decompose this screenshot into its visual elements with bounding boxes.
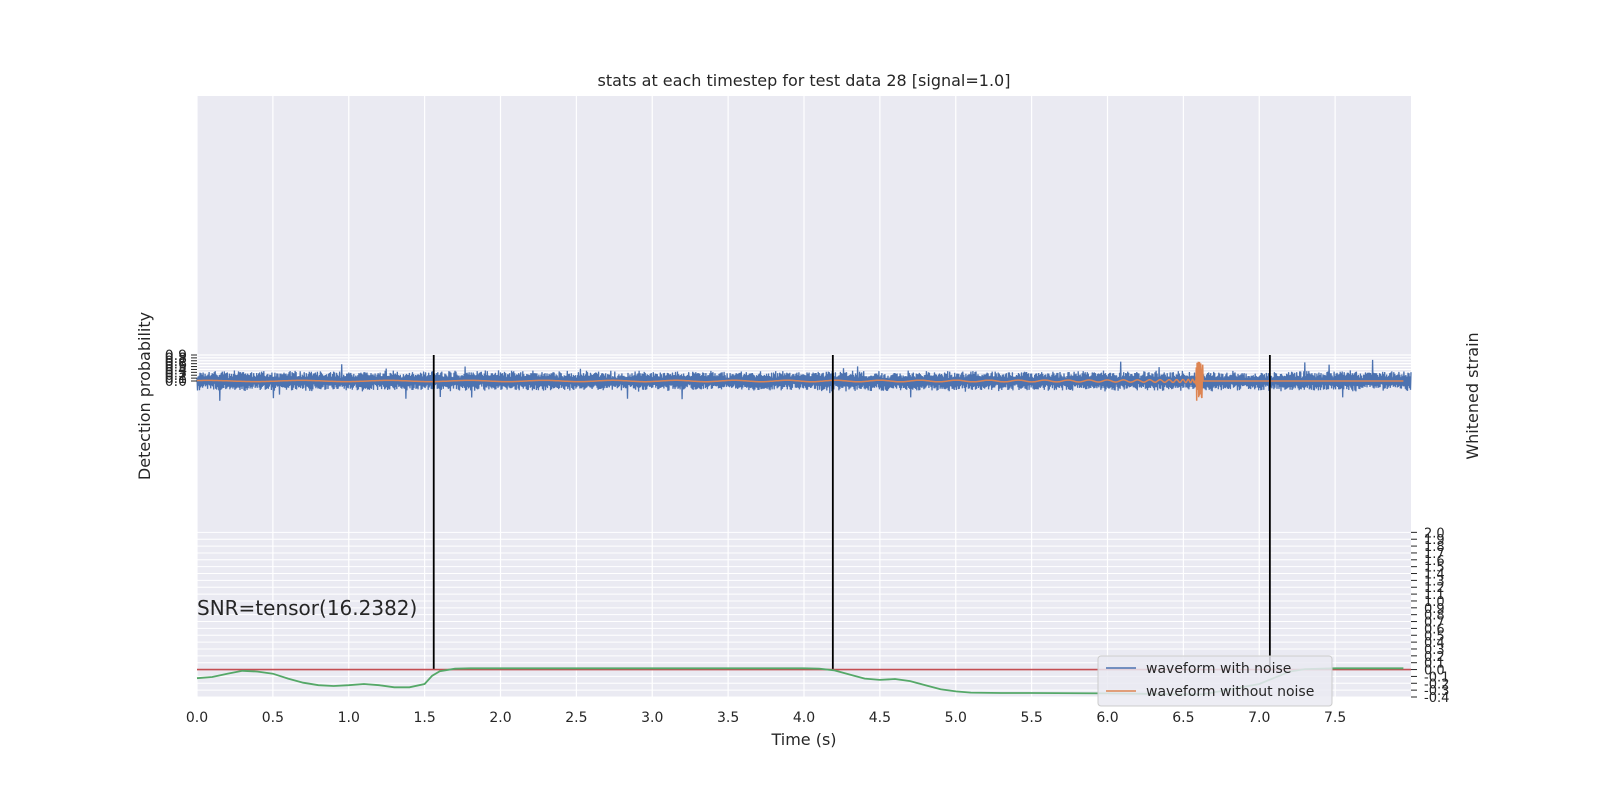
- x-tick-label: 0.5: [262, 710, 284, 726]
- right-tick-label: 1.6: [1424, 554, 1445, 569]
- series-waveform-with-noise: [196, 359, 1412, 401]
- x-tick-label: 7.0: [1248, 710, 1270, 726]
- x-tick-label: 5.5: [1020, 710, 1042, 726]
- right-tick-label: 1.3: [1424, 574, 1445, 589]
- x-tick-label: 7.5: [1324, 710, 1346, 726]
- left-tick-label: 0.7: [165, 354, 187, 370]
- right-tick-label: -0.4: [1424, 691, 1449, 706]
- x-tick-label: 6.0: [1096, 710, 1118, 726]
- x-tick-label: 1.5: [413, 710, 435, 726]
- right-tick-label: 0.4: [1424, 636, 1445, 651]
- waveform-without-noise-line: [196, 361, 1404, 401]
- x-tick-label: 0.0: [186, 710, 208, 726]
- right-tick-label: 1.5: [1424, 561, 1445, 576]
- series-waveform-without-noise: [196, 361, 1404, 401]
- chart-title: stats at each timestep for test data 28 …: [598, 71, 1011, 90]
- left-tick-label: 0.4: [165, 362, 187, 378]
- x-tick-label: 3.5: [717, 710, 739, 726]
- x-tick-label: 2.0: [489, 710, 511, 726]
- x-axis-title: Time (s): [770, 730, 836, 749]
- legend: waveform with noise waveform without noi…: [1097, 655, 1333, 707]
- left-axis-ticks: 0.00.10.20.30.40.50.60.70.80.9: [165, 348, 197, 390]
- x-tick-label: 1.0: [338, 710, 360, 726]
- left-tick-label: 0.1: [165, 371, 187, 387]
- left-tick-label: 0.8: [165, 351, 187, 367]
- left-tick-label: 0.5: [165, 360, 187, 376]
- left-tick-label: 0.0: [165, 374, 187, 390]
- legend-label-clean: waveform without noise: [1146, 684, 1314, 700]
- x-tick-label: 5.0: [945, 710, 967, 726]
- right-tick-label: 1.8: [1424, 540, 1445, 555]
- x-tick-label: 3.0: [641, 710, 663, 726]
- right-tick-label: 0.6: [1424, 622, 1445, 637]
- x-tick-label: 6.5: [1172, 710, 1194, 726]
- x-tick-label: 4.0: [793, 710, 815, 726]
- left-tick-label: 0.2: [165, 368, 187, 384]
- x-tick-label: 2.5: [565, 710, 587, 726]
- x-axis-ticks: 0.0 0.5 1.0 1.5 2.0 2.5 3.0 3.5 4.0 4.5 5.0 5.5 6.0 6…: [186, 710, 1346, 726]
- right-tick-label: 1.9: [1424, 533, 1445, 548]
- right-tick-label: 0.8: [1424, 609, 1445, 624]
- left-tick-label: 0.6: [165, 357, 187, 373]
- right-axis-ticks: 2.01.91.81.71.61.51.41.31.21.11.00.90.80…: [1411, 526, 1449, 706]
- left-tick-label: 0.3: [165, 365, 187, 381]
- left-tick-label: 0.9: [165, 348, 187, 364]
- x-tick-label: 4.5: [869, 710, 891, 726]
- right-tick-label: 0.0: [1424, 664, 1445, 679]
- right-tick-label: 0.1: [1424, 657, 1445, 672]
- right-tick-label: 0.7: [1424, 616, 1445, 631]
- right-axis-title: Whitened strain: [1463, 332, 1482, 459]
- legend-label-noisy: waveform with noise: [1146, 661, 1291, 677]
- right-tick-label: -0.3: [1424, 684, 1449, 699]
- right-tick-label: 1.1: [1424, 588, 1445, 603]
- waveform-with-noise-line: [196, 359, 1412, 401]
- right-tick-label: 0.9: [1424, 602, 1445, 617]
- right-tick-label: 2.0: [1424, 526, 1445, 541]
- right-tick-label: 1.4: [1424, 568, 1445, 583]
- right-tick-label: 0.3: [1424, 643, 1445, 658]
- right-tick-label: -0.2: [1424, 677, 1449, 692]
- right-tick-label: 1.2: [1424, 581, 1445, 596]
- right-tick-label: -0.1: [1424, 670, 1449, 685]
- grid-lines: [196, 96, 1411, 698]
- right-tick-label: 0.2: [1424, 650, 1445, 665]
- legend-box: [1097, 655, 1333, 707]
- right-tick-label: 1.7: [1424, 547, 1445, 562]
- right-tick-label: 0.5: [1424, 629, 1445, 644]
- snr-annotation: SNR=tensor(16.2382): [197, 596, 417, 620]
- right-tick-label: 1.0: [1424, 595, 1445, 610]
- left-axis-title: Detection probability: [135, 312, 154, 480]
